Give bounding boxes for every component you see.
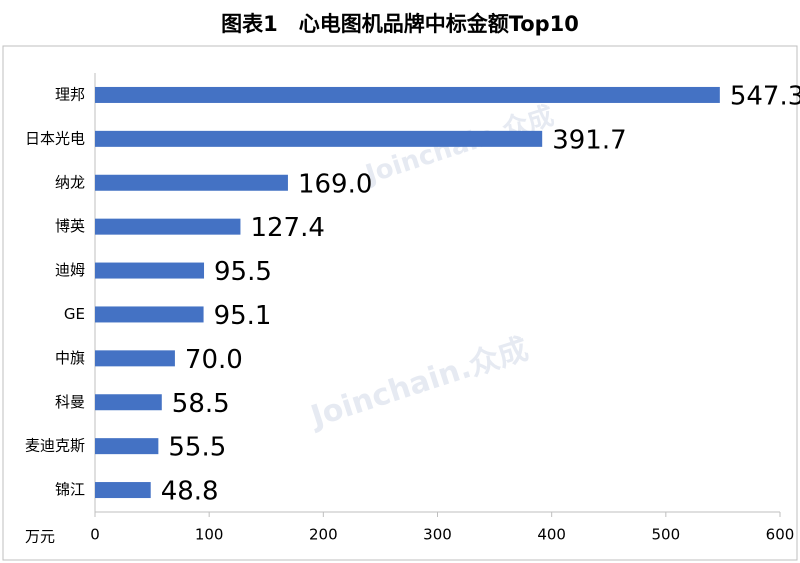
- y-tick-label: 博英: [55, 217, 85, 235]
- y-tick-label: 理邦: [55, 85, 85, 103]
- x-tick-label: 300: [423, 526, 452, 544]
- data-label: 127.4: [250, 213, 324, 243]
- data-label: 55.5: [168, 433, 226, 463]
- bar: [95, 306, 204, 323]
- bar: [95, 482, 151, 499]
- x-tick-label: 100: [195, 526, 224, 544]
- chart-title: 图表1 心电图机品牌中标金额Top10: [221, 12, 579, 36]
- y-tick-label: 麦迪克斯: [25, 437, 85, 455]
- y-tick-label: 中旗: [55, 349, 85, 367]
- data-label: 391.7: [552, 125, 626, 155]
- y-tick-label: 锦江: [55, 481, 85, 499]
- x-tick-label: 500: [652, 526, 681, 544]
- x-tick-label: 600: [766, 526, 795, 544]
- data-label: 169.0: [298, 169, 372, 199]
- bar: [95, 130, 543, 147]
- y-tick-label: 迪姆: [55, 261, 85, 279]
- bar: [95, 174, 288, 191]
- data-label: 95.1: [214, 301, 272, 331]
- bar: [95, 350, 175, 367]
- bar: [95, 262, 205, 279]
- bar: [95, 394, 162, 411]
- y-tick-label: 纳龙: [55, 173, 85, 191]
- bar: [95, 218, 241, 235]
- bar: [95, 438, 159, 455]
- data-label: 48.8: [161, 477, 219, 507]
- x-axis-label: 万元: [25, 528, 55, 546]
- bar: [95, 86, 720, 103]
- chart-frame: [2, 45, 798, 561]
- x-tick-label: 400: [537, 526, 566, 544]
- y-tick-label: 科曼: [55, 393, 85, 411]
- y-tick-label: GE: [64, 305, 85, 323]
- x-tick-label: 0: [90, 526, 100, 544]
- data-label: 547.3: [730, 81, 800, 111]
- x-tick-label: 200: [309, 526, 338, 544]
- y-tick-label: 日本光电: [25, 129, 85, 147]
- data-label: 58.5: [172, 389, 230, 419]
- data-label: 95.5: [214, 257, 272, 287]
- data-label: 70.0: [185, 345, 243, 375]
